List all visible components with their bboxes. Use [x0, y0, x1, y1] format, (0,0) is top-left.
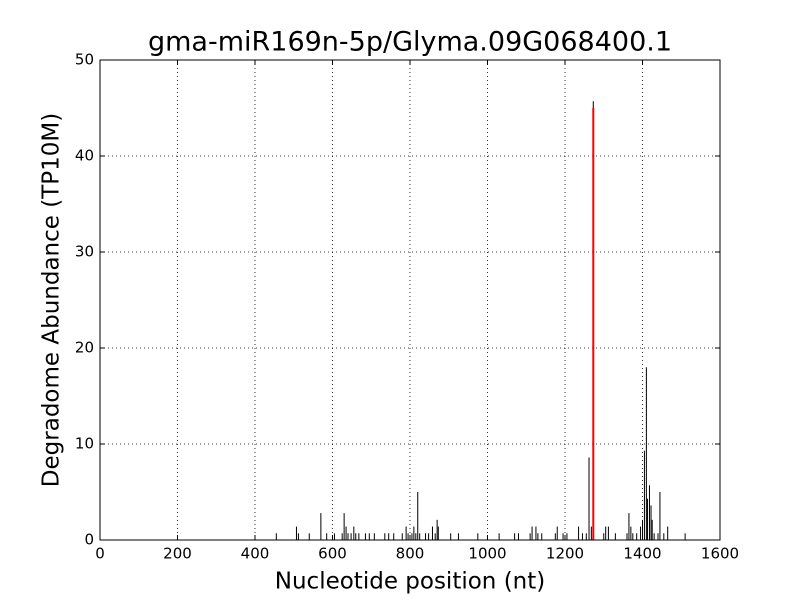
y-tick-label: 30: [75, 243, 94, 261]
x-tick-label: 400: [241, 545, 270, 563]
y-axis-label: Degradome Abundance (TP10M): [39, 113, 65, 487]
x-tick-label: 1600: [701, 545, 739, 563]
x-tick-label: 1400: [623, 545, 661, 563]
chart-title: gma-miR169n-5p/Glyma.09G068400.1: [148, 27, 672, 58]
x-tick-label: 1200: [546, 545, 584, 563]
x-tick-label: 800: [396, 545, 425, 563]
x-tick-label: 1000: [468, 545, 506, 563]
y-tick-label: 10: [75, 435, 94, 453]
y-tick-label: 50: [75, 51, 94, 69]
x-tick-label: 600: [318, 545, 347, 563]
plot-frame: [99, 59, 721, 541]
x-axis-label: Nucleotide position (nt): [275, 569, 545, 595]
y-tick-label: 20: [75, 339, 94, 357]
y-tick-label: 40: [75, 147, 94, 165]
y-tick-label: 0: [84, 531, 94, 549]
x-tick-label: 200: [163, 545, 192, 563]
x-tick-label: 0: [95, 545, 105, 563]
